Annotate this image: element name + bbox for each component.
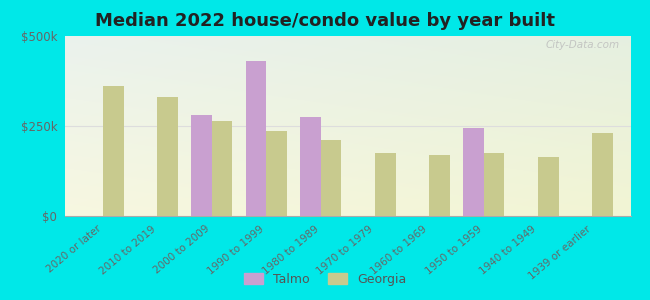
Text: Median 2022 house/condo value by year built: Median 2022 house/condo value by year bu…: [95, 12, 555, 30]
Bar: [266, 131, 287, 216]
Bar: [375, 153, 396, 216]
Legend: Talmo, Georgia: Talmo, Georgia: [239, 268, 411, 291]
Bar: [246, 61, 266, 216]
Bar: [463, 128, 484, 216]
Bar: [191, 115, 212, 216]
Bar: [103, 86, 124, 216]
Bar: [592, 133, 613, 216]
Bar: [157, 97, 178, 216]
Bar: [538, 157, 559, 216]
Bar: [300, 117, 320, 216]
Bar: [212, 121, 233, 216]
Text: City-Data.com: City-Data.com: [545, 40, 619, 50]
Bar: [429, 155, 450, 216]
Bar: [484, 153, 504, 216]
Bar: [320, 140, 341, 216]
